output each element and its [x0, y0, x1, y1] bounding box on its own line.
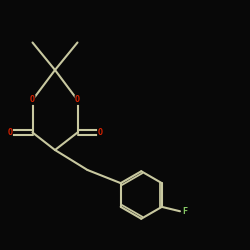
Text: O: O [98, 128, 102, 137]
Text: O: O [75, 96, 80, 104]
Text: O: O [30, 96, 35, 104]
Text: F: F [182, 207, 187, 216]
Text: O: O [8, 128, 12, 137]
